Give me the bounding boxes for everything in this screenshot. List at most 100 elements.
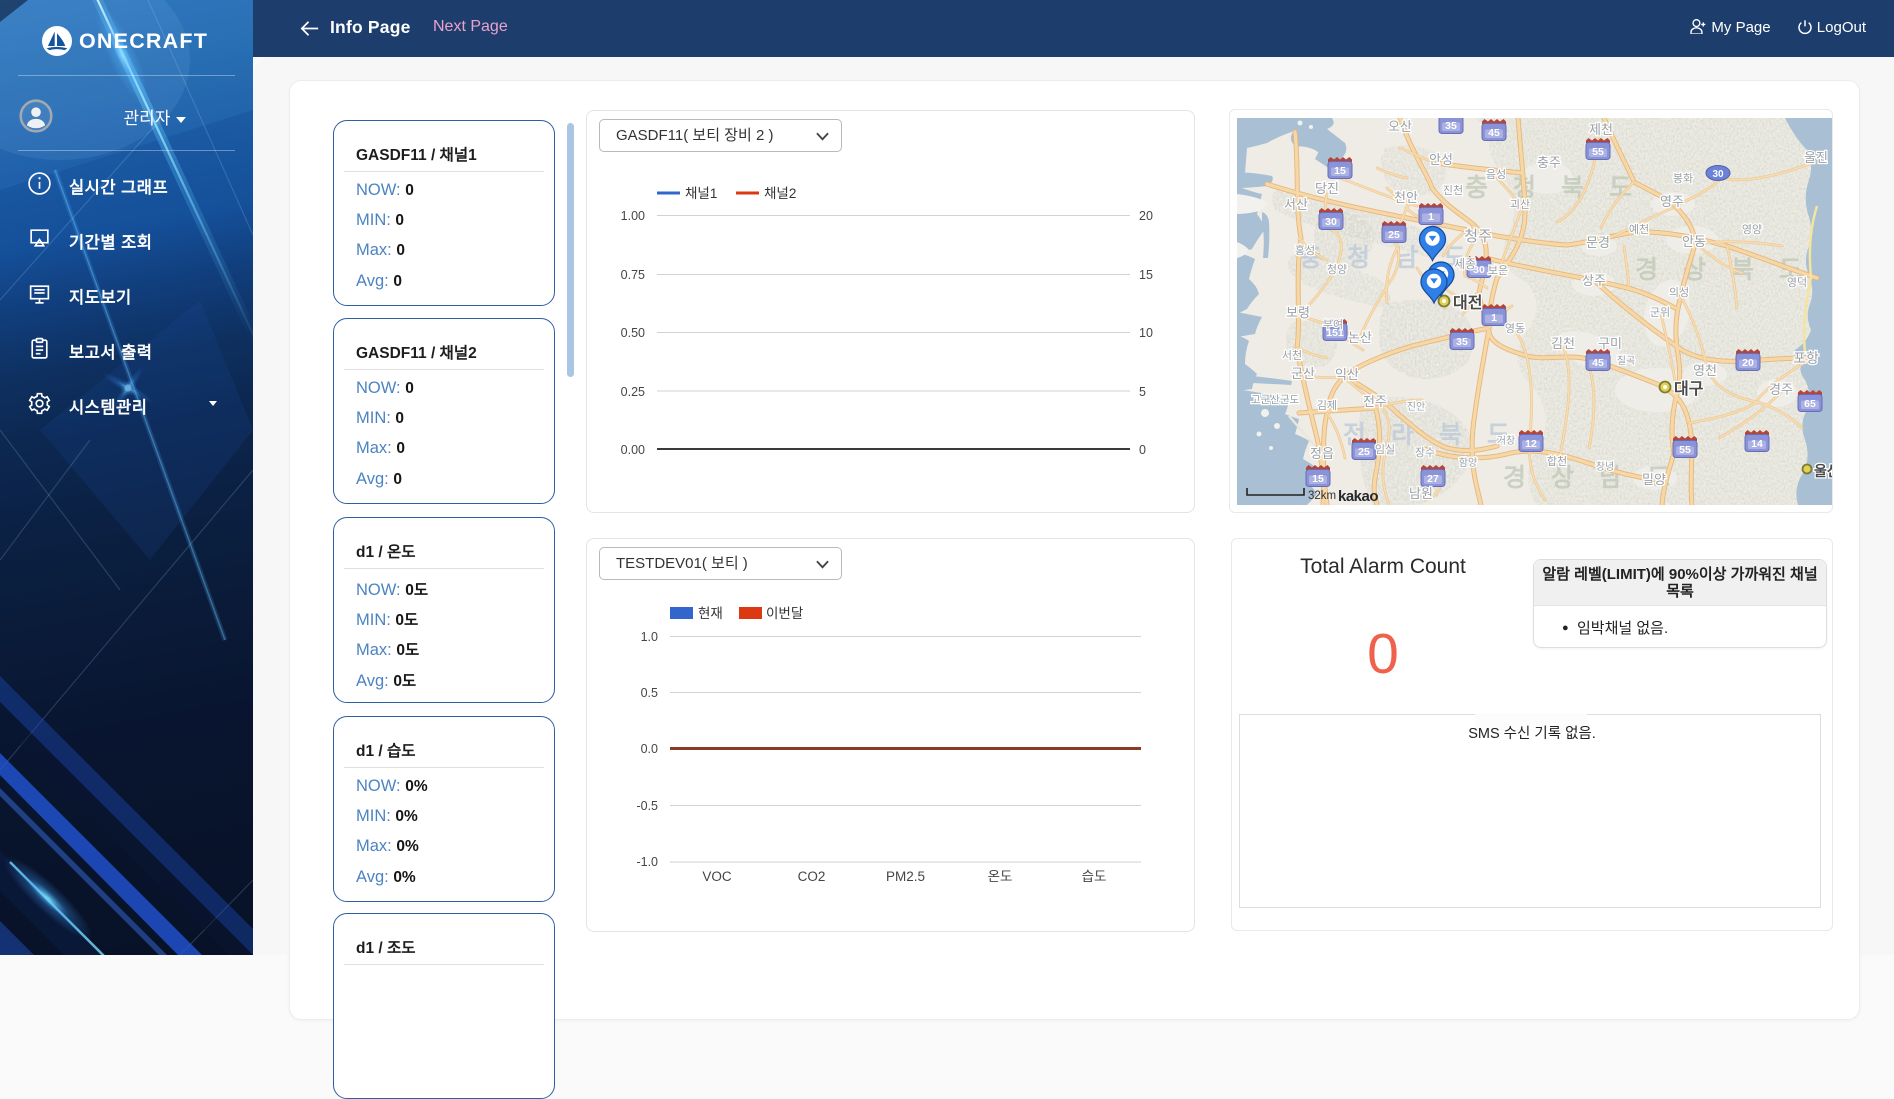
svg-text:1.0: 1.0 [641, 630, 658, 644]
svg-text:65: 65 [1804, 398, 1816, 410]
svg-text:합천: 합천 [1547, 454, 1567, 468]
svg-text:-0.5: -0.5 [636, 799, 658, 813]
svg-text:남원: 남원 [1409, 486, 1433, 501]
svg-text:5: 5 [1139, 385, 1146, 399]
svg-text:충청북도: 충청북도 [1465, 174, 1657, 202]
svg-text:울산: 울산 [1814, 463, 1832, 479]
svg-text:20: 20 [1742, 357, 1754, 369]
svg-text:청양: 청양 [1327, 263, 1347, 276]
svg-text:부여: 부여 [1323, 318, 1343, 331]
svg-text:세종: 세종 [1454, 257, 1476, 271]
svg-text:27: 27 [1427, 473, 1439, 485]
svg-text:45: 45 [1488, 127, 1500, 139]
svg-text:14: 14 [1751, 438, 1763, 450]
svg-text:25: 25 [1388, 229, 1400, 241]
svg-text:0.50: 0.50 [621, 326, 645, 340]
svg-text:15: 15 [1312, 473, 1324, 485]
svg-text:35: 35 [1445, 120, 1457, 132]
svg-text:30: 30 [1473, 264, 1485, 276]
svg-text:VOC: VOC [702, 869, 732, 884]
svg-text:정읍: 정읍 [1310, 446, 1334, 461]
svg-text:보은: 보은 [1488, 264, 1508, 277]
svg-text:울진: 울진 [1804, 150, 1828, 165]
svg-text:문경: 문경 [1586, 235, 1610, 250]
svg-text:경주: 경주 [1769, 382, 1793, 397]
svg-text:거창: 거창 [1497, 435, 1515, 447]
svg-text:밀양: 밀양 [1642, 472, 1666, 487]
svg-text:채널1: 채널1 [685, 186, 717, 201]
svg-text:32km: 32km [1308, 490, 1336, 502]
svg-text:30: 30 [1712, 169, 1724, 180]
svg-text:이번달: 이번달 [766, 606, 803, 621]
svg-text:전주: 전주 [1363, 394, 1387, 409]
svg-text:영양: 영양 [1742, 223, 1762, 236]
svg-text:괴산: 괴산 [1510, 198, 1530, 211]
svg-text:진안: 진안 [1407, 401, 1425, 413]
svg-text:습도: 습도 [1082, 869, 1107, 884]
svg-text:고군산군도: 고군산군도 [1251, 394, 1300, 406]
svg-text:김천: 김천 [1551, 336, 1575, 351]
svg-text:25: 25 [1358, 446, 1370, 458]
svg-text:예천: 예천 [1629, 222, 1649, 236]
svg-text:구미: 구미 [1598, 336, 1622, 351]
svg-text:군위: 군위 [1650, 306, 1670, 319]
svg-text:20: 20 [1139, 209, 1153, 223]
svg-text:0: 0 [1139, 443, 1146, 457]
svg-text:김제: 김제 [1317, 399, 1337, 412]
svg-text:장수: 장수 [1415, 446, 1435, 459]
svg-text:상주: 상주 [1582, 273, 1606, 288]
svg-text:15: 15 [1334, 165, 1346, 177]
svg-text:임실: 임실 [1375, 443, 1395, 456]
svg-text:PM2.5: PM2.5 [886, 869, 925, 884]
svg-text:함양: 함양 [1459, 457, 1477, 469]
svg-text:CO2: CO2 [798, 869, 826, 884]
svg-text:45: 45 [1592, 357, 1604, 369]
svg-text:0.5: 0.5 [641, 686, 658, 700]
svg-text:충주: 충주 [1537, 155, 1561, 170]
svg-text:서산: 서산 [1284, 197, 1308, 212]
svg-text:제천: 제천 [1589, 122, 1613, 137]
svg-text:35: 35 [1456, 336, 1468, 348]
svg-text:151: 151 [1326, 327, 1344, 339]
svg-text:1: 1 [1428, 211, 1434, 223]
svg-text:0.0: 0.0 [641, 742, 658, 756]
svg-text:보령: 보령 [1286, 305, 1310, 320]
svg-text:55: 55 [1679, 444, 1691, 456]
svg-text:의성: 의성 [1669, 286, 1689, 299]
svg-text:안동: 안동 [1682, 234, 1706, 249]
svg-text:영덕: 영덕 [1787, 276, 1807, 289]
svg-text:천안: 천안 [1394, 190, 1418, 205]
svg-text:대구: 대구 [1674, 380, 1704, 398]
svg-text:칠곡: 칠곡 [1617, 355, 1635, 367]
svg-text:안성: 안성 [1429, 152, 1453, 167]
svg-text:창녕: 창녕 [1596, 461, 1614, 473]
svg-text:0.00: 0.00 [621, 443, 645, 457]
svg-text:1: 1 [1491, 312, 1497, 324]
svg-text:0.75: 0.75 [621, 268, 645, 282]
svg-text:당진: 당진 [1315, 181, 1339, 196]
svg-text:kakao: kakao [1338, 488, 1378, 505]
svg-text:채널2: 채널2 [764, 186, 796, 201]
svg-text:대전: 대전 [1453, 294, 1482, 312]
svg-text:10: 10 [1139, 326, 1153, 340]
svg-text:영천: 영천 [1693, 363, 1717, 378]
svg-text:서천: 서천 [1282, 348, 1302, 362]
svg-text:1.00: 1.00 [621, 209, 645, 223]
svg-text:음성: 음성 [1486, 168, 1506, 181]
svg-text:익산: 익산 [1335, 367, 1359, 382]
svg-text:청주: 청주 [1464, 228, 1492, 245]
svg-text:-1.0: -1.0 [636, 855, 658, 869]
svg-text:현재: 현재 [698, 606, 723, 621]
svg-text:진천: 진천 [1443, 183, 1463, 197]
svg-text:포항: 포항 [1793, 350, 1819, 366]
svg-text:15: 15 [1139, 268, 1153, 282]
svg-text:영동: 영동 [1505, 322, 1525, 335]
svg-text:오산: 오산 [1388, 119, 1412, 134]
svg-text:30: 30 [1325, 216, 1337, 228]
svg-text:홍성: 홍성 [1295, 243, 1315, 257]
svg-text:55: 55 [1592, 146, 1604, 158]
svg-text:온도: 온도 [988, 869, 1013, 884]
svg-text:군산: 군산 [1291, 366, 1315, 381]
svg-text:0.25: 0.25 [621, 385, 645, 399]
svg-text:영주: 영주 [1660, 194, 1684, 209]
